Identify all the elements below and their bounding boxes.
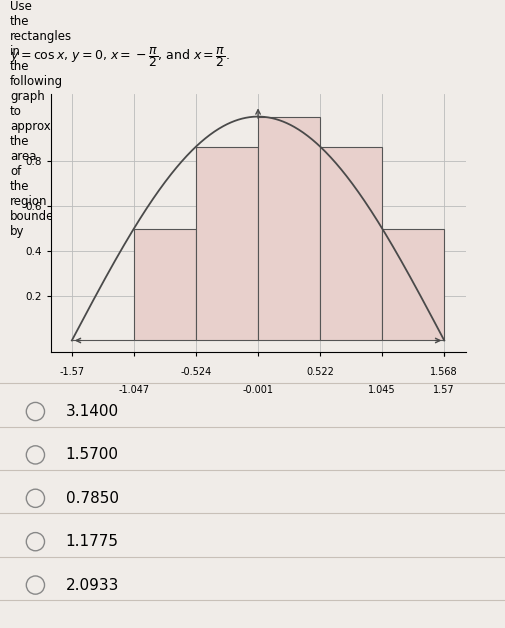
Bar — [195, 146, 258, 340]
Text: -0.001: -0.001 — [242, 385, 273, 395]
Text: 2.0933: 2.0933 — [66, 578, 119, 593]
Text: 1.045: 1.045 — [368, 385, 395, 395]
Text: Use the rectangles in the following graph to approximate the area of the region : Use the rectangles in the following grap… — [10, 0, 85, 238]
Text: 1.57: 1.57 — [432, 385, 454, 395]
Text: 3.1400: 3.1400 — [66, 404, 119, 419]
Bar — [319, 146, 381, 340]
Text: -1.047: -1.047 — [118, 385, 149, 395]
Bar — [258, 117, 319, 340]
Text: 0.522: 0.522 — [306, 367, 333, 377]
Text: -0.524: -0.524 — [180, 367, 211, 377]
Text: 1.5700: 1.5700 — [66, 447, 119, 462]
Text: 0.7850: 0.7850 — [66, 491, 119, 506]
Text: 1.1775: 1.1775 — [66, 534, 119, 549]
Text: 1.568: 1.568 — [429, 367, 457, 377]
Bar — [134, 229, 195, 340]
Bar — [381, 229, 443, 340]
Text: $y=\cos x$, $y=0$, $x=-\dfrac{\pi}{2}$, and $x=\dfrac{\pi}{2}$.: $y=\cos x$, $y=0$, $x=-\dfrac{\pi}{2}$, … — [10, 45, 230, 69]
Text: -1.57: -1.57 — [59, 367, 84, 377]
